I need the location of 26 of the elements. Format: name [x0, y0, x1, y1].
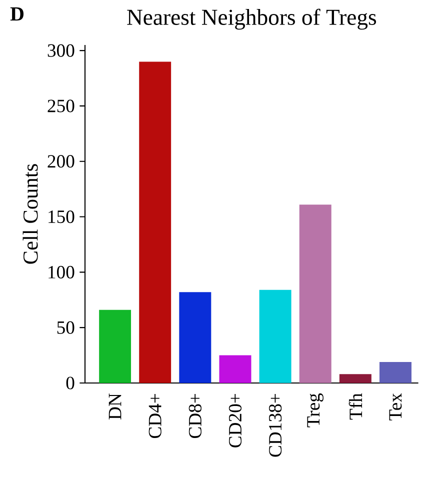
y-tick-label: 100	[48, 266, 74, 278]
x-tick-label: CD20+	[228, 394, 242, 448]
bar	[99, 310, 132, 383]
bar	[299, 204, 332, 383]
x-tick-label: DN	[108, 393, 122, 420]
bar	[139, 62, 172, 383]
bar	[219, 355, 252, 383]
x-tick-label: Treg	[307, 393, 324, 428]
x-tick-label: CD138+	[268, 394, 282, 457]
y-tick-label: 300	[48, 44, 74, 57]
bar	[379, 362, 412, 383]
x-tick-label: CD8+	[188, 394, 202, 438]
bar	[339, 374, 372, 383]
y-axis-title: Cell Counts	[22, 164, 38, 264]
text: D	[10, 7, 24, 21]
x-tick-label: Tfh	[348, 393, 362, 420]
bar	[179, 292, 212, 383]
y-tick-label: 0	[66, 376, 74, 390]
x-tick-label: CD4+	[148, 394, 162, 438]
y-tick-label: 50	[57, 321, 74, 334]
x-tick-label: Tex	[389, 393, 402, 420]
bar	[259, 290, 292, 383]
chart-title: Nearest Neighbors of Tregs	[127, 8, 376, 30]
y-tick-label: 150	[48, 210, 74, 224]
y-tick-label: 250	[48, 100, 74, 112]
y-tick-label: 200	[48, 155, 74, 168]
